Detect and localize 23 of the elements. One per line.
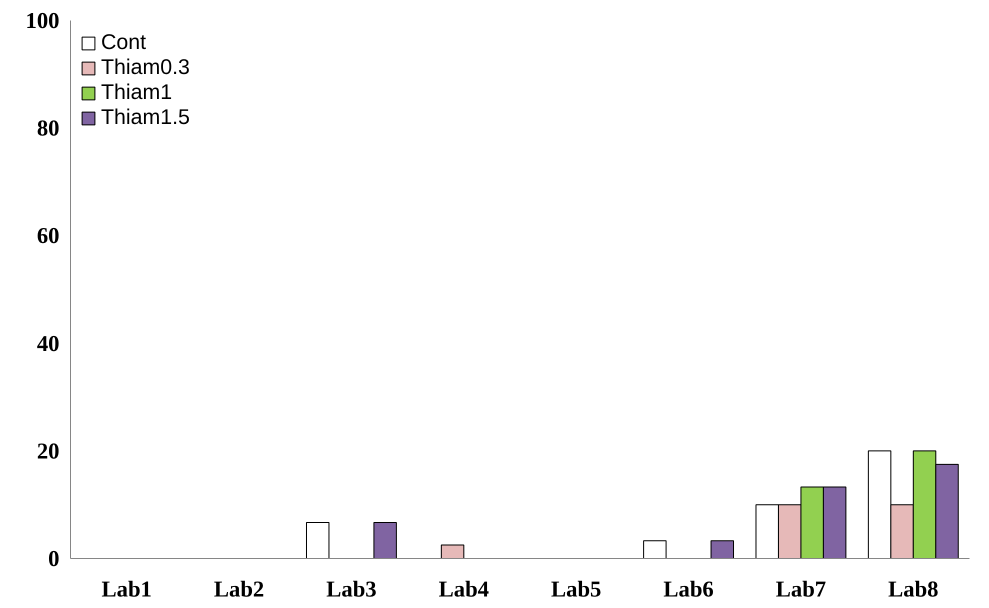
bar xyxy=(440,544,464,558)
y-tick-label: 0 xyxy=(48,546,60,571)
x-tick-label: Lab6 xyxy=(663,576,714,602)
x-tick-label: Lab8 xyxy=(888,576,939,602)
x-tick-label: Lab5 xyxy=(551,576,602,602)
y-tick-label: 20 xyxy=(36,438,60,464)
x-tick-label: Lab7 xyxy=(776,576,826,602)
bar xyxy=(306,522,330,558)
legend-label: Thiam1.5 xyxy=(101,105,190,130)
legend-label: Thiam0.3 xyxy=(101,55,190,80)
legend-label: Cont xyxy=(101,30,146,55)
y-tick-label: 80 xyxy=(36,116,60,141)
y-tick-label: 60 xyxy=(36,223,60,248)
bar xyxy=(373,522,397,558)
x-tick-label: Lab1 xyxy=(102,576,152,602)
legend-label: Thiam1 xyxy=(101,80,172,105)
x-tick-label: Lab4 xyxy=(438,576,490,602)
x-tick-label: Lab2 xyxy=(214,576,264,602)
bar xyxy=(643,540,667,558)
y-tick-label: 40 xyxy=(36,330,60,356)
bar xyxy=(710,540,734,558)
x-tick-label: Lab3 xyxy=(326,576,377,602)
y-tick-label: 100 xyxy=(26,8,60,33)
